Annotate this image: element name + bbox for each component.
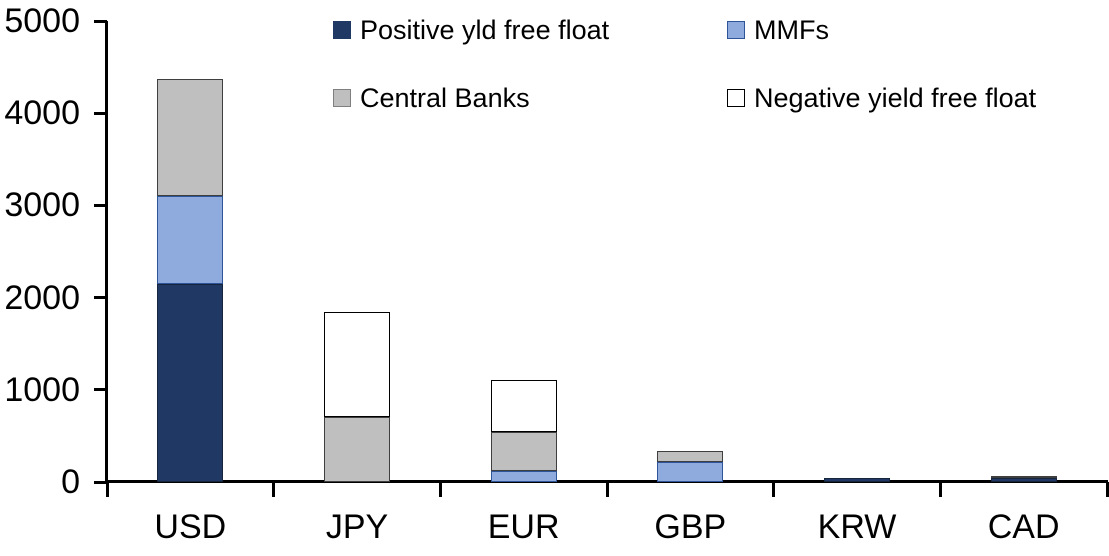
legend-swatch-mmfs [727, 21, 745, 39]
y-axis-tick-label: 3000 [4, 186, 80, 225]
legend-swatch-positive-yld-free-float [333, 21, 351, 39]
legend-item-positive-yld-free-float: Positive yld free float [333, 14, 727, 46]
y-axis-tick [94, 19, 107, 23]
y-axis-tick-label: 0 [61, 463, 80, 501]
x-axis-tick [605, 482, 609, 497]
legend-item-label: MMFs [754, 15, 829, 45]
bar-segment-jpy-central-banks [324, 417, 390, 482]
x-axis-category-label: USD [154, 508, 227, 546]
bar-segment-eur-negative-yield-free-float [490, 379, 557, 433]
x-axis-tick [1105, 482, 1109, 497]
x-axis-line [105, 480, 1108, 483]
y-axis-tick-label: 1000 [4, 370, 80, 409]
bar-segment-gbp-central-banks [657, 451, 724, 462]
x-axis-category-label: JPY [325, 508, 389, 546]
x-axis-category-label: EUR [487, 508, 560, 546]
x-axis-category-label: CAD [987, 508, 1060, 546]
legend-item-central-banks: Central Banks [333, 82, 727, 114]
y-axis-tick [94, 296, 107, 300]
legend-item-label: Positive yld free float [360, 15, 610, 45]
y-axis-tick [94, 388, 107, 392]
y-axis-tick-label: 4000 [4, 94, 80, 133]
x-axis-tick [438, 482, 442, 497]
bar-segment-gbp-mmfs [657, 461, 724, 482]
bar-segment-usd-mmfs [157, 196, 224, 284]
y-axis-tick [94, 203, 107, 207]
legend-item-mmfs: MMFs [727, 14, 1036, 46]
x-axis-category-label: KRW [817, 508, 897, 546]
chart-legend: Positive yld free float MMFs Central Banks… [333, 14, 1036, 114]
legend-item-label: Negative yield free float [754, 83, 1037, 113]
bar-segment-eur-mmfs [490, 470, 557, 482]
bar-segment-jpy-negative-yield-free-float [324, 312, 390, 418]
y-axis-tick-label: 2000 [4, 278, 80, 317]
legend-item-negative-yield-free-float: Negative yield free float [727, 82, 1036, 114]
x-axis-tick [938, 482, 942, 497]
bar-segment-cad-positive-yld-free-float [990, 478, 1057, 482]
x-axis-tick [272, 482, 276, 497]
y-axis-line [105, 21, 108, 483]
bar-segment-usd-positive-yld-free-float [157, 283, 224, 482]
y-axis-tick [94, 480, 107, 484]
legend-swatch-negative-yield-free-float [727, 89, 745, 107]
bar-segment-usd-central-banks [157, 78, 224, 197]
y-axis-tick-label: 5000 [4, 2, 80, 40]
legend-item-label: Central Banks [360, 83, 530, 113]
x-axis-tick [772, 482, 776, 497]
legend-swatch-central-banks [333, 89, 351, 107]
y-axis-tick [94, 111, 107, 115]
bar-segment-eur-central-banks [490, 432, 557, 471]
x-axis-category-label: GBP [654, 508, 727, 546]
bar-segment-krw-positive-yld-free-float [824, 477, 890, 482]
x-axis-tick [105, 482, 109, 497]
bar-segment-cad-central-banks [990, 476, 1057, 479]
